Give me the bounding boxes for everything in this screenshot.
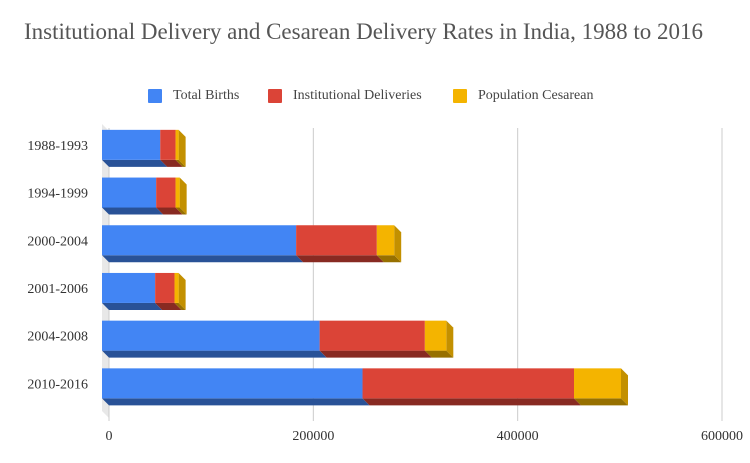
chart-title: Institutional Delivery and Cesarean Deli… (24, 19, 703, 44)
bar-institutional-deliveries-3 (155, 272, 175, 303)
bar-total-births-4 (102, 320, 320, 351)
bar-institutional-deliveries-1-bottom (156, 207, 183, 215)
bar-population-cesarean-1 (175, 177, 180, 208)
y-tick-label-5: 2010-2016 (27, 377, 88, 392)
bar-total-births-0-bottom (102, 159, 168, 167)
bar-total-births-3-bottom (102, 302, 163, 310)
bar-population-cesarean-3-end (178, 272, 186, 310)
bar-population-cesarean-0-end (178, 129, 186, 167)
bar-population-cesarean-0-bottom (175, 159, 186, 167)
y-tick-label-4: 2004-2008 (27, 330, 88, 345)
bar-total-births-1-bottom (102, 207, 164, 215)
bar-population-cesarean-4 (424, 320, 447, 351)
bar-institutional-deliveries-0-bottom (160, 159, 183, 167)
bar-total-births-1 (102, 177, 157, 208)
bar-total-births-5 (102, 368, 363, 399)
bar-institutional-deliveries-2 (296, 225, 377, 256)
bar-population-cesarean-1-end (179, 177, 187, 215)
bar-population-cesarean-0 (175, 129, 179, 160)
x-tick-label-0: 0 (106, 429, 113, 444)
bar-population-cesarean-5 (574, 368, 622, 399)
bar-population-cesarean-4-bottom (424, 350, 454, 358)
legend-swatch-institutional-deliveries (268, 89, 282, 103)
legend-item-total-births[interactable]: Total Births (148, 86, 239, 106)
x-tick-label-2: 400000 (497, 429, 539, 444)
bar-population-cesarean-5-end (621, 368, 629, 406)
legend-swatch-total-births (148, 89, 162, 103)
bar-population-cesarean-1-bottom (175, 207, 187, 215)
bar-population-cesarean-2-bottom (376, 255, 402, 263)
bar-institutional-deliveries-5-bottom (362, 398, 582, 406)
legend-label-institutional-deliveries: Institutional Deliveries (293, 88, 422, 103)
bar-total-births-3 (102, 272, 156, 303)
bar-population-cesarean-3-bottom (174, 302, 186, 310)
y-tick-label-2: 2000-2004 (27, 234, 88, 249)
x-tick-label-3: 600000 (701, 429, 743, 444)
bar-population-cesarean-2-end (394, 225, 402, 263)
bar-institutional-deliveries-4-bottom (319, 350, 432, 358)
x-tick-label-1: 200000 (292, 429, 334, 444)
y-tick-label-0: 1988-1993 (27, 139, 88, 154)
legend-swatch-population-cesarean (453, 89, 467, 103)
bar-total-births-0 (102, 129, 161, 160)
bar-institutional-deliveries-2-bottom (296, 255, 384, 263)
chart-legend: Total Births Institutional Deliveries Po… (0, 86, 750, 106)
legend-label-total-births: Total Births (173, 88, 240, 103)
bar-total-births-5-bottom (102, 398, 370, 406)
y-tick-label-1: 1994-1999 (27, 187, 88, 202)
legend-item-institutional-deliveries[interactable]: Institutional Deliveries (268, 86, 422, 106)
bar-total-births-4-bottom (102, 350, 327, 358)
legend-label-population-cesarean: Population Cesarean (478, 88, 594, 103)
legend-item-population-cesarean[interactable]: Population Cesarean (453, 86, 593, 106)
y-tick-label-3: 2001-2006 (27, 282, 88, 297)
bar-institutional-deliveries-0 (160, 129, 176, 160)
bar-population-cesarean-4-end (446, 320, 454, 358)
bar-institutional-deliveries-1 (156, 177, 176, 208)
bar-population-cesarean-3 (174, 272, 179, 303)
bar-population-cesarean-2 (376, 225, 395, 256)
bar-total-births-2 (102, 225, 297, 256)
bar-institutional-deliveries-5 (362, 368, 575, 399)
bar-institutional-deliveries-4 (319, 320, 425, 351)
bar-total-births-2-bottom (102, 255, 304, 263)
bar-institutional-deliveries-3-bottom (155, 302, 182, 310)
bar-population-cesarean-5-bottom (574, 398, 629, 406)
